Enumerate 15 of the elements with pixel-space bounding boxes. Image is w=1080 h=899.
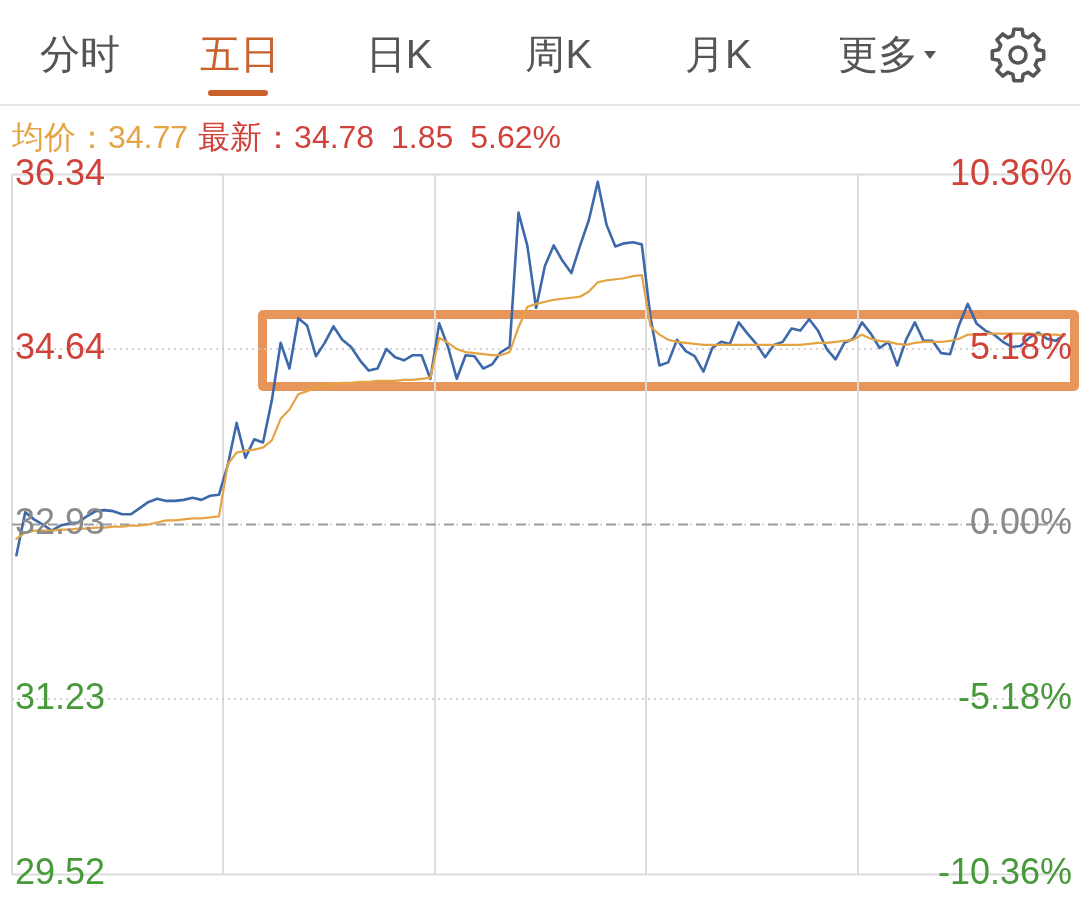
- text: 均价：34.77: [12, 119, 189, 155]
- y2-tick-label: -5.18%: [957, 676, 1072, 718]
- y2-tick-label: 0.00%: [969, 501, 1072, 543]
- text: 日K: [365, 31, 433, 78]
- text: 周K: [525, 31, 593, 78]
- text: 五日: [199, 31, 280, 78]
- y-tick-label: 29.52: [15, 851, 106, 893]
- text: 月K: [685, 31, 752, 78]
- y-tick-label: 34.64: [15, 325, 106, 367]
- y2-tick-label: -10.36%: [937, 851, 1072, 893]
- text: 分时: [40, 31, 120, 78]
- y-tick-label: 31.23: [15, 675, 106, 717]
- text: 更多: [838, 31, 918, 78]
- text: 最新：34.78 1.85 5.62%: [198, 119, 561, 155]
- y2-tick-label: 10.36%: [949, 151, 1072, 193]
